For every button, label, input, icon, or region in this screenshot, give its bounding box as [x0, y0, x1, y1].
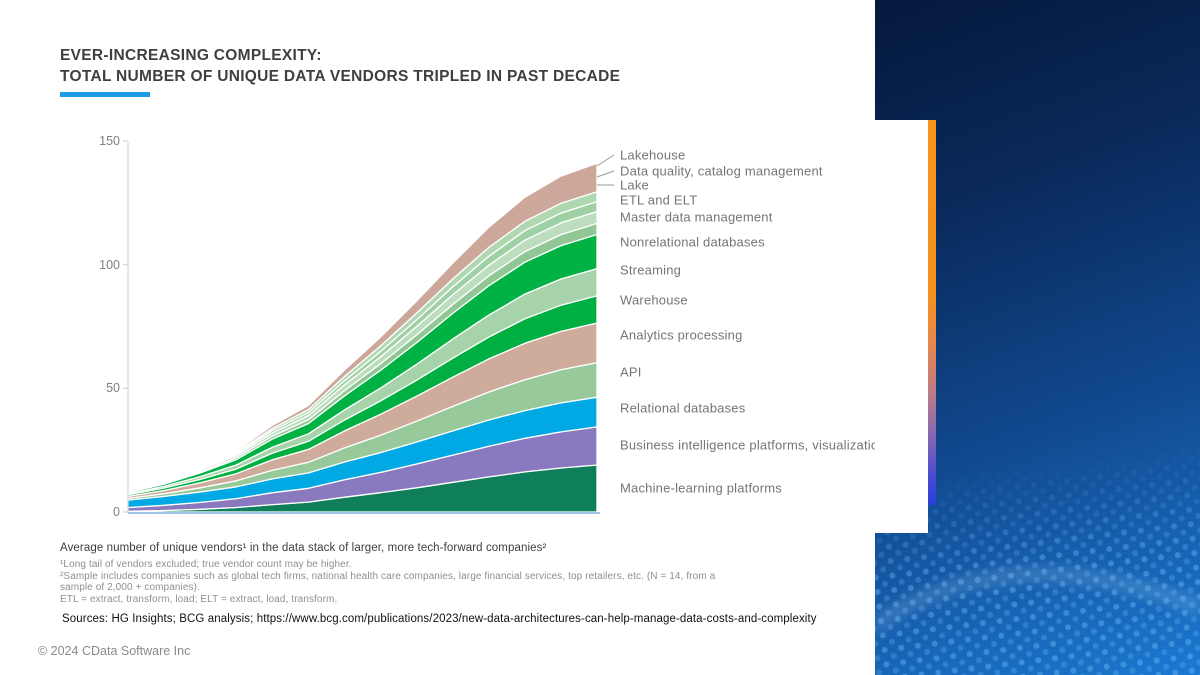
title-accent-underline — [60, 92, 150, 97]
slide-title-line2: TOTAL NUMBER OF UNIQUE DATA VENDORS TRIP… — [60, 68, 621, 85]
y-axis-tick-label: 100 — [99, 257, 120, 272]
slide-title-line1: EVER-INCREASING COMPLEXITY: — [60, 47, 322, 64]
legend-leader-line — [596, 170, 615, 178]
area-band-lakehouse — [127, 162, 598, 492]
legend-label-analytics-processing: Analytics processing — [620, 327, 743, 343]
gradient-accent-bar — [928, 120, 936, 505]
legend-label-streaming: Streaming — [620, 262, 682, 278]
y-axis-tick-label: 50 — [106, 381, 120, 396]
legend-leader-line — [596, 154, 615, 167]
footnote-line: ETL = extract, transform, load; ELT = ex… — [60, 593, 338, 605]
legend-label-lake: Lake — [620, 177, 649, 193]
slide-title: EVER-INCREASING COMPLEXITY: TOTAL NUMBER… — [60, 45, 620, 87]
footnotes: ¹Long tail of vendors excluded; true ven… — [60, 559, 715, 605]
legend-label-warehouse: Warehouse — [620, 292, 688, 308]
legend-label-lakehouse: Lakehouse — [620, 147, 686, 163]
copyright-line: © 2024 CData Software Inc — [38, 644, 191, 658]
legend-label-api: API — [620, 364, 642, 380]
footnote-line: ¹Long tail of vendors excluded; true ven… — [60, 559, 352, 570]
footnote-line: ²Sample includes companies such as globa… — [60, 570, 716, 582]
legend-label-machine-learning-platforms: Machine-learning platforms — [620, 480, 782, 496]
legend-label-business-intelligence-platforms-visualization: Business intelligence platforms, visuali… — [620, 437, 886, 453]
legend-label-data-quality-catalog-management: Data quality, catalog management — [620, 163, 823, 179]
stacked-area-chart — [123, 140, 615, 514]
panel-white-notch — [875, 120, 928, 533]
legend-label-etl-and-elt: ETL and ELT — [620, 192, 698, 208]
footnote-line: sample of 2,000 + companies). — [60, 582, 200, 593]
swoosh-curve — [875, 566, 1200, 635]
legend-label-master-data-management: Master data management — [620, 209, 773, 225]
y-axis-tick-label: 0 — [113, 505, 120, 519]
chart-caption: Average number of unique vendors¹ in the… — [60, 542, 547, 554]
legend-label-relational-databases: Relational databases — [620, 400, 746, 416]
sources-line: Sources: HG Insights; BCG analysis; http… — [62, 613, 817, 625]
legend-label-nonrelational-databases: Nonrelational databases — [620, 234, 765, 250]
y-axis-tick-label: 150 — [99, 134, 120, 148]
